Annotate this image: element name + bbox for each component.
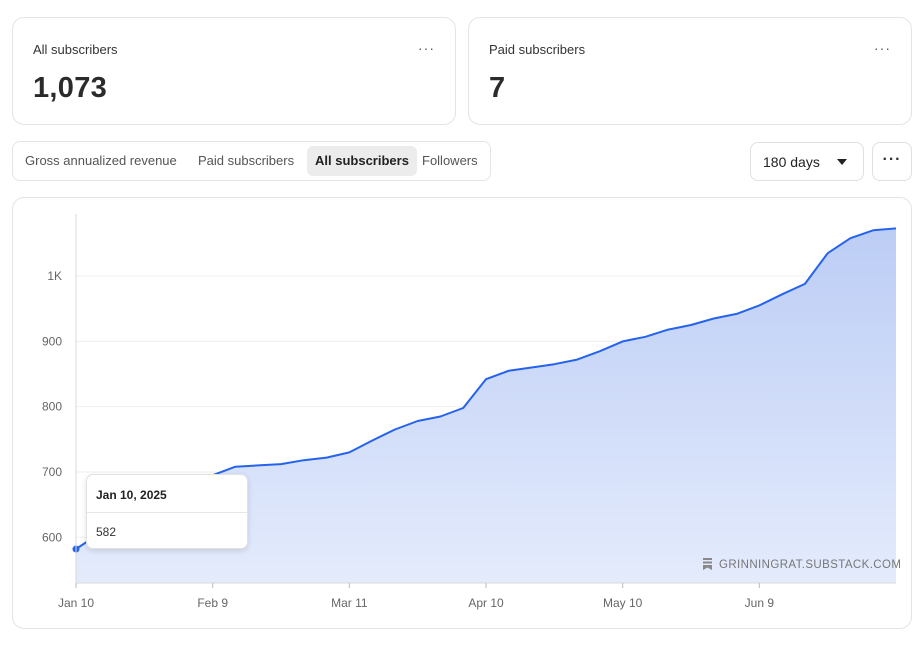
substack-bookmark-icon	[703, 558, 712, 570]
tooltip-divider	[87, 512, 247, 513]
x-tick-label: Mar 11	[331, 596, 368, 610]
chart-tooltip: Jan 10, 2025 582	[86, 474, 248, 549]
x-tick-label: May 10	[603, 596, 643, 610]
tab-paid-subscribers[interactable]: Paid subscribers	[198, 153, 295, 168]
y-tick-label: 900	[42, 334, 62, 348]
all-subscribers-value: 1,073	[33, 72, 108, 104]
all-subscribers-card: All subscribers 1,073 ···	[12, 17, 456, 125]
time-range-select[interactable]: 180 days	[750, 142, 864, 181]
y-tick-label: 600	[42, 530, 62, 544]
y-tick-label: 800	[42, 400, 62, 414]
y-tick-label: 700	[42, 465, 62, 479]
subscriber-chart: 600 700 800 900 1K Jan 10 Feb 9 Mar 11 Apr 10 May…	[12, 197, 912, 629]
tooltip-date: Jan 10, 2025	[96, 488, 167, 502]
tab-followers[interactable]: Followers	[422, 153, 478, 168]
time-range-value: 180 days	[763, 154, 820, 170]
x-tick-label: Jun 9	[745, 596, 775, 610]
x-tick-label: Apr 10	[468, 596, 504, 610]
all-subscribers-label: All subscribers	[33, 42, 118, 57]
x-tick-label: Jan 10	[58, 596, 94, 610]
tab-gross-annualized-revenue[interactable]: Gross annualized revenue	[25, 153, 177, 168]
caret-down-icon	[837, 159, 847, 165]
series-area	[76, 228, 896, 583]
paid-subscribers-card: Paid subscribers 7 ···	[468, 17, 912, 125]
watermark-text: GRINNINGRAT.SUBSTACK.COM	[719, 559, 901, 571]
chart-svg: 600 700 800 900 1K Jan 10 Feb 9 Mar 11 Apr 10 May…	[42, 214, 901, 610]
tab-all-subscribers[interactable]: All subscribers	[307, 146, 417, 176]
more-options-button[interactable]: ···	[872, 142, 912, 181]
paid-subscribers-value: 7	[489, 72, 506, 104]
metric-tabs: Gross annualized revenue Paid subscriber…	[12, 141, 491, 181]
x-tick-label: Feb 9	[197, 596, 228, 610]
y-tick-label: 1K	[47, 269, 62, 283]
paid-subscribers-label: Paid subscribers	[489, 42, 586, 57]
paid-subscribers-menu-icon[interactable]: ···	[874, 40, 891, 56]
all-subscribers-menu-icon[interactable]: ···	[418, 40, 435, 56]
tooltip-value: 582	[96, 525, 117, 539]
